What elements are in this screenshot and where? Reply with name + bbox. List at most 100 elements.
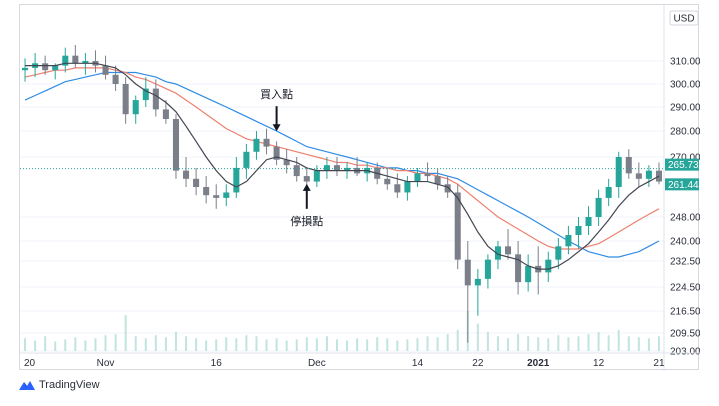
candle-body	[273, 146, 280, 160]
volume-bar	[386, 338, 389, 351]
candle-body	[122, 84, 129, 115]
annotation: 停損點	[290, 183, 323, 228]
volume-bar	[456, 329, 459, 351]
volume-bar	[265, 339, 268, 351]
candle-body	[112, 74, 119, 84]
volume-bar	[84, 340, 87, 351]
volume-bar	[44, 336, 47, 351]
volume-bar	[426, 336, 429, 351]
price-tick-label: 270.00	[670, 153, 700, 164]
candle-body	[102, 65, 109, 75]
candle-body	[323, 165, 330, 171]
candle-body	[585, 217, 592, 226]
volume-bar	[225, 337, 228, 351]
volume-bar	[64, 339, 67, 351]
candle-body	[243, 151, 250, 168]
candle-body	[424, 173, 431, 177]
volume-bar	[144, 338, 147, 351]
volume-bar	[396, 340, 399, 351]
volume-bar	[356, 338, 359, 351]
annotation-arrowhead	[302, 183, 311, 191]
time-tick-label: Dec	[308, 358, 326, 369]
candle-body	[213, 195, 220, 198]
volume-bar	[54, 341, 57, 351]
candle-body	[404, 181, 411, 193]
time-tick-label: Nov	[97, 358, 115, 369]
time-tick-label: 20	[24, 358, 36, 369]
currency-button-box[interactable]	[669, 10, 699, 26]
candle-body	[625, 157, 632, 174]
brand-footer[interactable]: TradingView	[19, 379, 100, 391]
volume-bar	[647, 338, 650, 351]
volume-bar	[607, 335, 610, 351]
candle-body	[82, 61, 89, 64]
candle-body	[575, 226, 582, 235]
volume-bar	[164, 337, 167, 351]
candle-body	[605, 187, 612, 198]
annotation-arrowhead	[272, 124, 281, 132]
volume-bar	[124, 315, 127, 351]
candle-body	[545, 259, 552, 273]
price-tick-label: 310.00	[670, 57, 700, 68]
price-tick-label: 280.00	[670, 127, 700, 138]
candle-body	[42, 63, 49, 71]
candle-body	[384, 178, 391, 185]
candle-body	[494, 246, 501, 260]
volume-bar	[215, 339, 218, 351]
ma-long-series	[24, 71, 660, 258]
candle-body	[344, 167, 351, 171]
candle-body	[555, 246, 562, 260]
price-tag-box	[665, 178, 699, 191]
candle-body	[132, 100, 139, 115]
volume-bar	[295, 339, 298, 351]
volume-bar	[174, 332, 177, 351]
price-tick-label: 209.50	[670, 329, 700, 340]
currency-button-label[interactable]: USD	[673, 14, 694, 25]
candle-body	[293, 165, 300, 177]
time-tick-label: 21	[653, 358, 665, 369]
price-tick-label: 248.00	[670, 213, 700, 224]
volume-bar	[114, 334, 117, 351]
volume-bar	[366, 339, 369, 351]
candle-body	[414, 173, 421, 182]
ma-short-series	[25, 62, 660, 270]
candle-body	[303, 176, 310, 182]
volume-bar	[315, 338, 318, 351]
volume-bar	[325, 336, 328, 351]
candle-body	[233, 167, 240, 193]
volume-bar	[104, 335, 107, 351]
chart-panel[interactable]: 買入點 停損點 203.00 209.50 216.50 224.50 232.50 240…	[19, 4, 700, 371]
candle-body	[22, 67, 29, 71]
price-tag: 261.44	[665, 178, 699, 191]
volume-bar	[507, 338, 510, 351]
volume-bar	[34, 340, 37, 351]
annotation-label: 買入點	[260, 88, 293, 101]
candle-body	[515, 254, 522, 283]
volume-bar	[496, 336, 499, 351]
volume-bar	[436, 337, 439, 351]
volume-bar	[205, 340, 208, 351]
price-tick-label: 300.00	[670, 80, 700, 91]
candle-body	[223, 192, 230, 198]
candle-body	[62, 55, 69, 66]
volume-bar	[517, 334, 520, 351]
candle-body	[183, 170, 190, 179]
brand-name: TradingView	[39, 379, 100, 391]
price-tick-label: 203.00	[670, 347, 700, 358]
candle-body	[283, 159, 290, 166]
candle-body	[152, 88, 159, 110]
price-axis: 203.00 209.50 216.50 224.50 232.50 240.00 248.…	[663, 5, 700, 371]
candle-body	[72, 55, 79, 64]
volume-bar	[74, 337, 77, 351]
volume-series	[24, 311, 660, 351]
volume-bar	[597, 332, 600, 351]
time-tick-label: 22	[472, 358, 484, 369]
volume-bar	[617, 329, 620, 351]
candle-body	[464, 259, 471, 286]
currency-button[interactable]: USD	[669, 10, 699, 26]
ma-mid-line	[24, 67, 660, 250]
candle-body	[505, 246, 512, 255]
time-axis: 20 Nov 16 Dec 14 22 2021 12 21	[20, 352, 700, 369]
